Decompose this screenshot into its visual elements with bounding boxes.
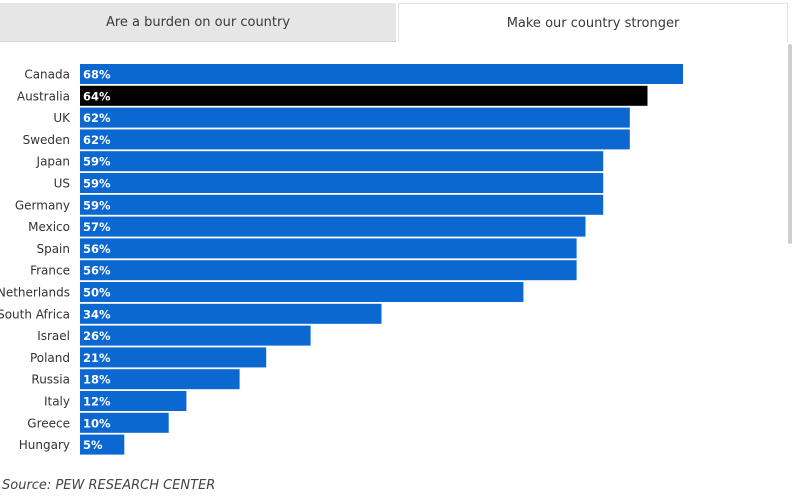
- bar-hungary[interactable]: [80, 434, 125, 455]
- category-label-mexico: Mexico: [28, 220, 70, 234]
- value-label-germany: 59%: [83, 198, 111, 212]
- category-label-canada: Canada: [24, 68, 70, 82]
- value-label-canada: 68%: [83, 68, 111, 82]
- tab-stronger[interactable]: Make our country stronger: [398, 3, 788, 42]
- category-label-italy: Italy: [44, 395, 70, 409]
- bar-mexico[interactable]: [80, 216, 586, 237]
- bar-spain[interactable]: [80, 238, 577, 259]
- value-label-japan: 59%: [83, 155, 111, 169]
- category-label-us: US: [54, 177, 70, 191]
- value-label-greece: 10%: [83, 416, 111, 430]
- value-label-south-africa: 34%: [83, 307, 111, 321]
- category-label-sweden: Sweden: [23, 133, 70, 147]
- value-label-russia: 18%: [83, 373, 111, 387]
- value-label-france: 56%: [83, 264, 111, 278]
- category-label-australia: Australia: [17, 89, 70, 103]
- value-label-poland: 21%: [83, 351, 111, 365]
- bar-greece[interactable]: [80, 412, 169, 433]
- bar-germany[interactable]: [80, 194, 604, 215]
- category-label-hungary: Hungary: [19, 438, 70, 452]
- bar-israel[interactable]: [80, 325, 311, 346]
- bar-france[interactable]: [80, 260, 577, 281]
- bar-poland[interactable]: [80, 347, 267, 368]
- category-label-russia: Russia: [31, 373, 70, 387]
- category-label-spain: Spain: [36, 242, 70, 256]
- category-label-germany: Germany: [15, 198, 70, 212]
- category-label-greece: Greece: [27, 416, 70, 430]
- category-label-france: France: [30, 264, 70, 278]
- value-label-italy: 12%: [83, 395, 111, 409]
- bar-italy[interactable]: [80, 391, 187, 411]
- category-label-uk: UK: [53, 111, 71, 125]
- value-label-mexico: 57%: [83, 220, 111, 234]
- bar-canada[interactable]: [80, 64, 683, 84]
- value-label-us: 59%: [83, 177, 111, 191]
- value-label-spain: 56%: [83, 242, 111, 256]
- tab-bar: Are a burden on our country Make our cou…: [0, 3, 788, 42]
- value-label-sweden: 62%: [83, 133, 111, 147]
- source-note: Source: PEW RESEARCH CENTER: [2, 478, 216, 493]
- category-label-poland: Poland: [30, 351, 70, 365]
- bar-russia[interactable]: [80, 369, 240, 390]
- value-label-australia: 64%: [83, 89, 111, 103]
- bar-netherlands[interactable]: [80, 282, 524, 302]
- bar-us[interactable]: [80, 173, 604, 193]
- value-label-netherlands: 50%: [83, 286, 111, 300]
- value-label-uk: 62%: [83, 111, 111, 125]
- bar-south-africa[interactable]: [80, 303, 382, 324]
- value-label-hungary: 5%: [83, 438, 103, 452]
- category-label-netherlands: Netherlands: [0, 286, 70, 300]
- tab-burden[interactable]: Are a burden on our country: [0, 3, 396, 42]
- bar-japan[interactable]: [80, 151, 604, 172]
- value-label-israel: 26%: [83, 329, 111, 343]
- category-label-israel: Israel: [37, 329, 70, 343]
- bar-sweden[interactable]: [80, 129, 630, 150]
- category-label-south-africa: South Africa: [0, 307, 70, 321]
- scrollbar[interactable]: [788, 44, 792, 244]
- category-label-japan: Japan: [36, 155, 70, 169]
- bar-australia[interactable]: [80, 85, 648, 106]
- bar-uk[interactable]: [80, 107, 630, 128]
